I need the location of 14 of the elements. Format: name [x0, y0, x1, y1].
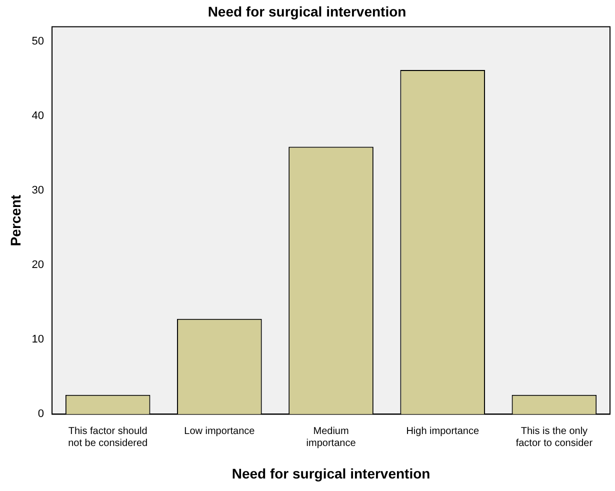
- chart-title: Need for surgical intervention: [208, 3, 406, 20]
- x-tick-label: Medium importance: [306, 426, 356, 449]
- y-tick-label: 0: [38, 408, 44, 420]
- y-tick-label: 10: [32, 334, 44, 346]
- y-tick-label: 30: [32, 184, 44, 197]
- x-tick-label: This factor should not be considered: [68, 426, 148, 449]
- y-tick-label: 50: [32, 36, 44, 48]
- x-tick-label: Low importance: [184, 426, 256, 437]
- x-tick-label: This is the only factor to consider: [516, 426, 594, 449]
- y-axis-title: Percent: [7, 194, 24, 246]
- x-tick-label: High importance: [406, 426, 480, 437]
- y-tick-label: 20: [32, 259, 44, 272]
- y-tick-label: 40: [32, 110, 44, 122]
- x-axis-title: Need for surgical intervention: [232, 465, 430, 482]
